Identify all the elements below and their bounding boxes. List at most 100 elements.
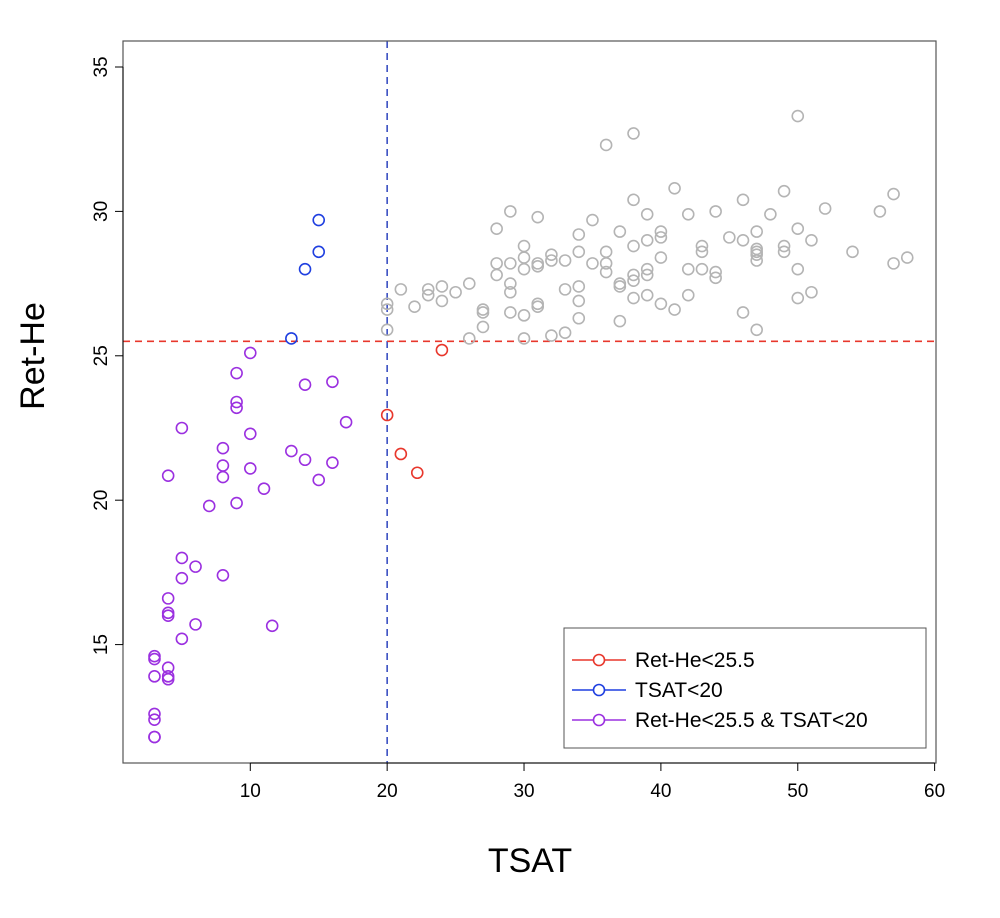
legend-label: Ret-He<25.5 & TSAT<20 bbox=[635, 709, 868, 732]
data-point bbox=[312, 473, 326, 487]
data-point bbox=[586, 257, 599, 270]
data-point bbox=[750, 248, 764, 262]
data-point bbox=[230, 366, 243, 380]
data-point bbox=[257, 482, 271, 495]
data-point bbox=[531, 300, 545, 313]
data-point bbox=[654, 297, 668, 311]
data-point bbox=[230, 395, 243, 409]
data-point bbox=[572, 228, 586, 241]
data-point bbox=[681, 288, 695, 302]
data-point bbox=[736, 233, 750, 247]
data-point bbox=[640, 207, 654, 221]
data-point bbox=[517, 262, 531, 276]
data-point bbox=[791, 109, 805, 123]
data-point bbox=[805, 233, 818, 247]
data-point bbox=[599, 138, 613, 152]
data-point bbox=[517, 332, 531, 345]
data-point bbox=[504, 205, 517, 218]
data-point bbox=[230, 401, 243, 415]
data-point bbox=[312, 245, 326, 259]
x-tick-label: 10 bbox=[240, 781, 261, 802]
data-point bbox=[531, 210, 545, 224]
data-point bbox=[161, 609, 175, 623]
data-point bbox=[599, 257, 613, 270]
data-point bbox=[627, 291, 640, 305]
data-point bbox=[572, 311, 586, 325]
data-point bbox=[298, 453, 312, 467]
data-point bbox=[654, 231, 668, 244]
y-axis-title: Ret-He bbox=[14, 302, 52, 410]
data-point bbox=[148, 707, 161, 721]
data-point bbox=[709, 271, 722, 285]
data-point bbox=[627, 268, 640, 282]
data-point bbox=[654, 251, 668, 264]
data-point bbox=[818, 202, 832, 215]
data-point bbox=[476, 320, 490, 334]
data-point bbox=[558, 283, 572, 296]
data-point bbox=[709, 205, 722, 218]
data-point bbox=[873, 205, 887, 218]
data-point bbox=[216, 441, 230, 455]
data-point bbox=[723, 231, 736, 244]
data-point bbox=[148, 670, 161, 683]
data-point bbox=[695, 245, 709, 259]
x-tick-label: 30 bbox=[513, 781, 534, 802]
data-point bbox=[161, 592, 175, 605]
x-tick-label: 40 bbox=[650, 781, 671, 802]
data-point bbox=[846, 245, 859, 259]
data-point bbox=[668, 303, 681, 316]
data-point bbox=[640, 268, 654, 282]
data-point bbox=[175, 632, 189, 646]
data-point bbox=[668, 181, 681, 195]
data-point bbox=[640, 233, 654, 247]
data-point bbox=[421, 288, 435, 302]
x-tick-label: 60 bbox=[924, 781, 945, 802]
data-point bbox=[709, 265, 722, 279]
legend-marker bbox=[592, 713, 606, 727]
data-point bbox=[695, 239, 709, 253]
data-point bbox=[394, 283, 408, 296]
y-axis: 15 20 25 30 35 bbox=[91, 56, 124, 655]
data-point bbox=[216, 568, 230, 582]
y-tick-label: 15 bbox=[91, 634, 112, 655]
data-point bbox=[627, 274, 640, 288]
data-point bbox=[504, 306, 517, 319]
data-point bbox=[627, 239, 640, 253]
data-point bbox=[777, 245, 791, 259]
data-point bbox=[504, 277, 517, 290]
data-point bbox=[265, 619, 279, 633]
data-point bbox=[640, 288, 654, 302]
data-point bbox=[326, 456, 339, 469]
data-point bbox=[380, 297, 394, 311]
data-point bbox=[887, 257, 900, 270]
y-tick-label: 20 bbox=[91, 490, 112, 511]
data-point bbox=[545, 248, 558, 262]
data-point bbox=[558, 326, 572, 339]
data-point bbox=[586, 213, 599, 227]
data-point bbox=[312, 213, 326, 227]
data-point bbox=[750, 225, 764, 238]
data-point bbox=[764, 207, 777, 221]
data-point bbox=[175, 421, 189, 435]
data-point bbox=[791, 222, 805, 236]
data-point bbox=[449, 285, 462, 299]
data-point bbox=[243, 462, 257, 475]
legend-marker bbox=[592, 653, 606, 667]
data-point bbox=[435, 280, 449, 293]
data-point bbox=[285, 444, 298, 458]
legend-box bbox=[563, 627, 927, 749]
data-point bbox=[462, 277, 476, 290]
data-point bbox=[326, 375, 339, 389]
data-point bbox=[230, 496, 243, 510]
data-point bbox=[654, 225, 668, 238]
data-point bbox=[339, 415, 353, 429]
x-axis-title: TSAT bbox=[488, 842, 572, 880]
data-point bbox=[613, 225, 627, 238]
data-point bbox=[490, 268, 503, 282]
data-point bbox=[148, 730, 161, 744]
data-point bbox=[243, 346, 257, 360]
data-point bbox=[435, 343, 449, 357]
data-point bbox=[791, 262, 805, 276]
